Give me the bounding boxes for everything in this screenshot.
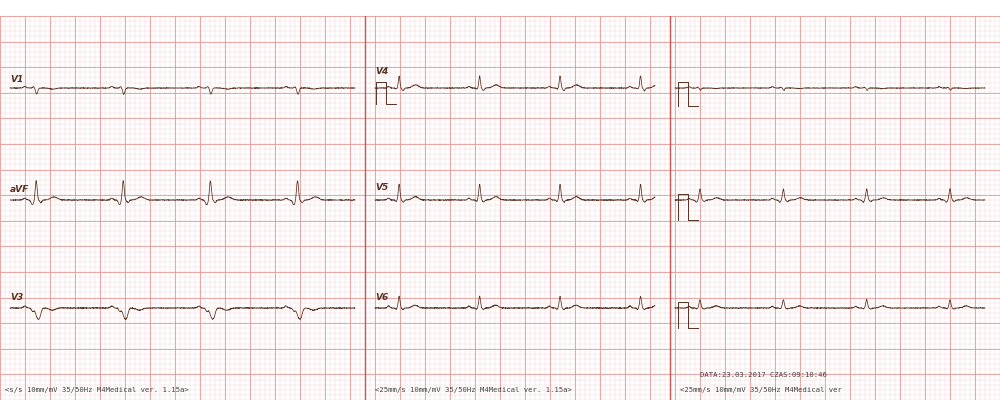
Text: 112x25: 112x25	[645, 8, 676, 17]
Text: V3: V3	[10, 294, 23, 302]
Text: 112x25: 112x25	[245, 8, 276, 17]
Text: V4: V4	[375, 68, 388, 76]
Text: A-4: A-4	[405, 8, 419, 17]
Text: 112x25: 112x25	[45, 8, 76, 17]
Text: 112x25: 112x25	[845, 8, 876, 17]
Text: A-4: A-4	[5, 8, 19, 17]
Text: <25mm/s 10mm/mV 35/50Hz M4Medical ver: <25mm/s 10mm/mV 35/50Hz M4Medical ver	[680, 387, 842, 393]
Text: <25mm/s 10mm/mV 35/50Hz M4Medical ver. 1.15a>: <25mm/s 10mm/mV 35/50Hz M4Medical ver. 1…	[375, 387, 572, 393]
Text: V5: V5	[375, 184, 388, 192]
Text: aVF: aVF	[10, 186, 29, 194]
Text: V6: V6	[375, 294, 388, 302]
Text: A-4: A-4	[205, 8, 219, 17]
Text: V1: V1	[10, 76, 23, 84]
Text: A-4: A-4	[605, 8, 619, 17]
Text: <s/s 10mm/mV 35/50Hz M4Medical ver. 1.15a>: <s/s 10mm/mV 35/50Hz M4Medical ver. 1.15…	[5, 387, 189, 393]
Text: A-4: A-4	[805, 8, 819, 17]
Text: 112x25: 112x25	[445, 8, 476, 17]
Bar	[0, 0, 1000, 16]
Text: DATA:23.03.2017 CZAS:09:10:46: DATA:23.03.2017 CZAS:09:10:46	[700, 372, 827, 378]
